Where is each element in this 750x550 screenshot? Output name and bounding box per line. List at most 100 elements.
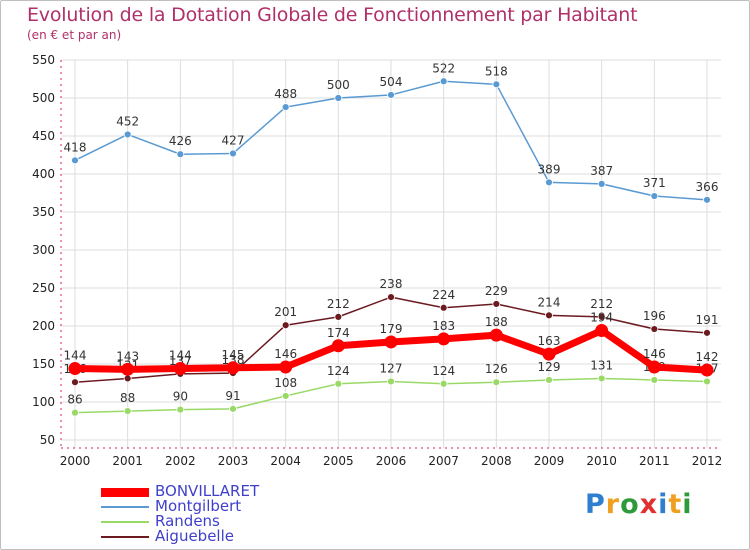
series-montgilbert: 418 452 426 427 488 500 504 522 518 389 387 371 366 (64, 61, 718, 204)
logo-letter: t (668, 489, 683, 520)
data-label-bonvillaret: 146 (643, 347, 666, 361)
y-tick-label: 400 (32, 167, 55, 181)
data-point-randens (176, 405, 185, 414)
legend-swatch (101, 487, 149, 497)
data-label-bonvillaret: 183 (432, 319, 455, 333)
data-point-bonvillaret (384, 335, 398, 349)
data-point-montgilbert (71, 156, 79, 165)
data-label-bonvillaret: 144 (64, 349, 87, 363)
data-label-montgilbert: 389 (538, 162, 561, 176)
data-point-randens (650, 376, 659, 384)
data-label-aiguebelle: 138 (222, 353, 245, 367)
data-label-randens: 88 (120, 391, 135, 405)
data-point-bonvillaret (173, 362, 187, 376)
data-point-montgilbert (439, 77, 448, 86)
y-tick-label: 350 (32, 205, 55, 219)
data-point-montgilbert (703, 195, 711, 204)
data-point-bonvillaret (489, 328, 503, 342)
x-tick-label: 2007 (428, 454, 459, 468)
x-tick-label: 2009 (534, 454, 565, 468)
x-tick-label: 2011 (639, 454, 670, 468)
data-label-randens: 129 (538, 360, 561, 374)
data-point-aiguebelle (387, 293, 395, 302)
legend-label: BONVILLARET (155, 482, 260, 500)
logo-letter: P (585, 489, 606, 520)
data-point-aiguebelle (597, 312, 606, 321)
data-point-randens (229, 404, 237, 413)
logo-letter: r (605, 489, 621, 520)
data-point-montgilbert (334, 94, 343, 102)
data-label-bonvillaret: 146 (274, 347, 297, 361)
data-point-montgilbert (176, 150, 185, 159)
data-point-montgilbert (123, 130, 132, 139)
data-point-montgilbert (597, 179, 606, 188)
data-point-aiguebelle (703, 328, 711, 337)
data-label-randens: 127 (380, 361, 403, 375)
data-point-aiguebelle (545, 311, 553, 320)
data-label-montgilbert: 427 (222, 133, 245, 147)
data-label-aiguebelle: 212 (327, 297, 350, 311)
data-label-bonvillaret: 174 (327, 326, 350, 340)
x-tick-label: 2003 (218, 454, 249, 468)
y-tick-label: 250 (32, 281, 55, 295)
data-label-randens: 124 (327, 364, 350, 378)
data-point-aiguebelle (334, 312, 343, 321)
y-tick-label: 550 (32, 53, 55, 67)
data-label-montgilbert: 371 (643, 176, 666, 190)
data-label-aiguebelle: 191 (696, 313, 719, 327)
data-label-bonvillaret: 179 (380, 322, 403, 336)
data-label-randens: 126 (485, 362, 508, 376)
data-point-bonvillaret (279, 360, 293, 374)
x-tick-label: 2001 (112, 454, 143, 468)
data-label-montgilbert: 522 (432, 61, 455, 75)
data-label-bonvillaret: 145 (222, 348, 245, 362)
data-point-montgilbert (281, 103, 290, 112)
legend-swatch (101, 536, 149, 538)
data-label-randens: 131 (590, 358, 613, 372)
data-point-aiguebelle (71, 378, 79, 387)
logo-letter: x (639, 489, 659, 520)
data-label-bonvillaret: 144 (169, 349, 192, 363)
x-tick-label: 2005 (323, 454, 354, 468)
y-tick-label: 150 (32, 357, 55, 371)
y-tick-label: 100 (32, 395, 55, 409)
data-label-aiguebelle: 224 (432, 288, 455, 302)
data-label-montgilbert: 387 (590, 164, 613, 178)
data-point-randens (387, 377, 395, 386)
data-label-montgilbert: 426 (169, 134, 192, 148)
legend-label: Aiguebelle (155, 527, 234, 545)
data-point-bonvillaret (700, 363, 714, 377)
data-point-montgilbert (650, 192, 659, 200)
data-label-aiguebelle: 212 (590, 297, 613, 311)
data-label-montgilbert: 488 (274, 87, 297, 101)
data-point-bonvillaret (542, 347, 556, 361)
proxiti-logo: Proxiti (585, 489, 693, 520)
logo-letter: o (620, 489, 640, 520)
y-tick-label: 500 (32, 91, 55, 105)
data-label-randens: 124 (432, 364, 455, 378)
x-tick-label: 2006 (376, 454, 407, 468)
data-point-randens (439, 379, 448, 388)
data-point-aiguebelle (281, 321, 290, 330)
x-tick-label: 2002 (165, 454, 196, 468)
data-point-montgilbert (545, 178, 553, 187)
data-label-bonvillaret: 142 (696, 350, 719, 364)
y-tick-label: 450 (32, 129, 55, 143)
legend-label: Montgilbert (155, 497, 242, 515)
data-point-randens (71, 408, 79, 417)
data-label-montgilbert: 518 (485, 64, 508, 78)
data-label-aiguebelle: 229 (485, 284, 508, 298)
data-label-randens: 90 (173, 390, 188, 404)
data-label-bonvillaret: 163 (538, 334, 561, 348)
data-label-aiguebelle: 201 (274, 305, 297, 319)
x-tick-label: 2000 (60, 454, 91, 468)
data-point-randens (545, 376, 553, 384)
data-label-bonvillaret: 194 (590, 311, 613, 325)
data-label-bonvillaret: 143 (116, 349, 139, 363)
y-tick-label: 200 (32, 319, 55, 333)
logo-letter: i (682, 489, 693, 520)
logo-letter: i (658, 489, 669, 520)
x-tick-label: 2010 (586, 454, 617, 468)
data-label-randens: 86 (67, 393, 82, 407)
data-point-randens (123, 407, 132, 416)
